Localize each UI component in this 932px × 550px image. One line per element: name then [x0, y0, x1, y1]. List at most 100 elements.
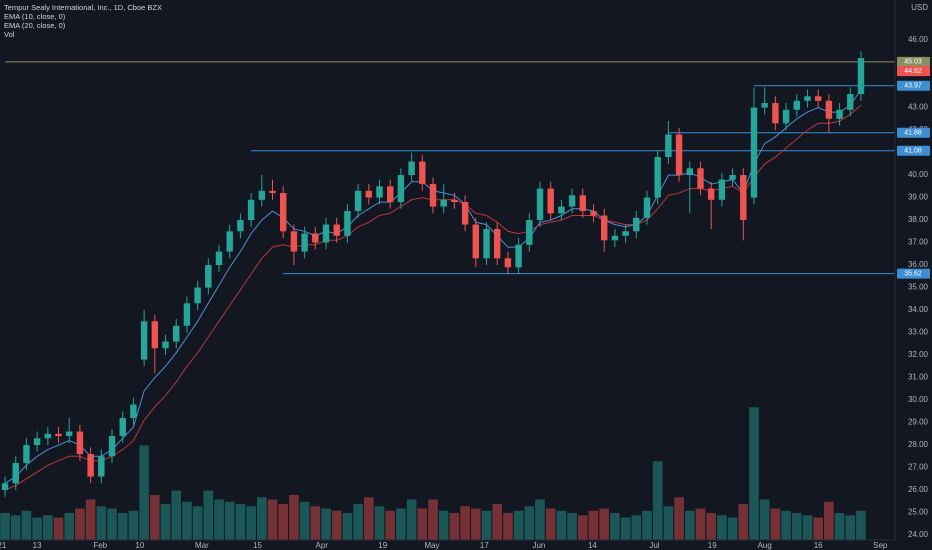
candle-body	[504, 258, 512, 268]
volume-bar	[428, 499, 438, 540]
candle-body	[643, 197, 651, 218]
candle-body	[290, 231, 298, 252]
candle-body	[130, 404, 137, 419]
volume-bar	[150, 495, 160, 540]
candle-body	[847, 94, 854, 110]
volume-bar	[513, 510, 524, 540]
candle-body	[772, 103, 779, 124]
candle-body	[151, 321, 159, 349]
volume-bar	[567, 513, 577, 540]
volume-bar	[417, 508, 428, 540]
y-tick-label: 34.00	[908, 305, 929, 314]
y-tick-label: 35.00	[908, 283, 929, 292]
volume-bar	[363, 497, 374, 540]
y-tick-label: 28.00	[908, 440, 929, 449]
volume-bar	[32, 517, 42, 540]
candle-body	[237, 220, 244, 232]
y-tick-label: 39.00	[908, 193, 929, 202]
candle-body	[312, 233, 319, 243]
volume-bar	[481, 510, 492, 540]
volume-bar	[824, 501, 834, 540]
candle-body	[600, 215, 608, 241]
y-tick-label: 29.00	[908, 418, 929, 427]
candle-body	[633, 217, 640, 232]
volume-bar	[203, 490, 214, 540]
volume-bar	[235, 504, 246, 540]
volume-bar	[21, 510, 32, 540]
volume-bar	[96, 506, 107, 540]
volume-bar	[310, 506, 321, 540]
candle-body	[804, 96, 811, 101]
candle-body	[568, 195, 576, 207]
candle-body	[205, 265, 212, 288]
volume-bar	[53, 517, 64, 540]
x-tick-label: 13	[33, 541, 42, 550]
volume-bar	[749, 407, 759, 540]
candle-body	[376, 186, 383, 198]
volume-bar	[492, 504, 503, 540]
candle-body	[536, 188, 544, 221]
volume-bar	[781, 510, 791, 540]
candle-body	[451, 199, 458, 203]
volume-bar	[85, 499, 96, 540]
volume-bar	[438, 510, 449, 540]
candle-body	[87, 454, 94, 477]
indicator-label: EMA (10, close, 0)	[4, 12, 66, 21]
y-tick-label: 38.00	[908, 215, 929, 224]
candle-body	[814, 96, 822, 101]
candle-body	[622, 231, 629, 236]
volume-bar	[556, 510, 567, 540]
candles-layer	[1, 51, 865, 497]
volume-bar	[192, 506, 203, 540]
axes-layer: 24.00 25.00 26.00 27.00 28.00 29.00 30.00 31.00…	[0, 35, 930, 550]
level-tag	[897, 268, 930, 279]
volume-bar	[224, 501, 235, 540]
volume-bar	[802, 515, 813, 540]
chart-title: Tempur Sealy International, Inc., 1D, Cb…	[4, 3, 162, 12]
candle-body	[611, 235, 619, 241]
volume-bar	[128, 510, 139, 540]
candle-body	[707, 188, 715, 200]
volume-bar	[299, 501, 310, 540]
candle-body	[729, 175, 736, 180]
candle-body	[344, 211, 351, 236]
candle-body	[461, 202, 469, 225]
candle-body	[429, 184, 437, 207]
volume-bar	[43, 515, 53, 540]
candle-body	[365, 190, 373, 198]
candle-body	[322, 224, 330, 243]
level-tag	[897, 127, 930, 138]
candle-body	[836, 109, 843, 119]
volume-bar	[620, 517, 631, 540]
y-tick-label: 30.00	[908, 395, 929, 404]
candle-body	[558, 206, 565, 214]
candle-body	[697, 168, 704, 189]
candle-body	[44, 433, 52, 439]
candle-body	[493, 229, 501, 259]
price-tag	[897, 66, 930, 77]
candle-body	[825, 100, 833, 119]
volume-bar	[663, 506, 674, 540]
y-tick-label: 40.00	[908, 170, 929, 179]
volume-bar	[182, 501, 192, 540]
volume-bar	[577, 515, 588, 540]
candle-body	[280, 193, 287, 232]
x-tick-label: 17	[480, 541, 489, 550]
price-label: 44.62	[904, 68, 922, 75]
indicator-label: EMA (20, close, 0)	[4, 21, 66, 30]
volume-bar	[684, 510, 695, 540]
x-tick-label: Feb	[93, 541, 107, 550]
levels-layer	[5, 61, 895, 275]
volume-bar	[610, 513, 620, 540]
candle-body	[740, 175, 747, 221]
candle-body	[472, 224, 480, 259]
x-tick-label: Jun	[532, 541, 545, 550]
candle-body	[269, 190, 276, 194]
volume-bar	[545, 508, 556, 540]
candle-body	[675, 134, 683, 176]
volume-bar	[139, 445, 149, 540]
candle-body	[119, 418, 126, 437]
volume-bar	[503, 513, 513, 540]
